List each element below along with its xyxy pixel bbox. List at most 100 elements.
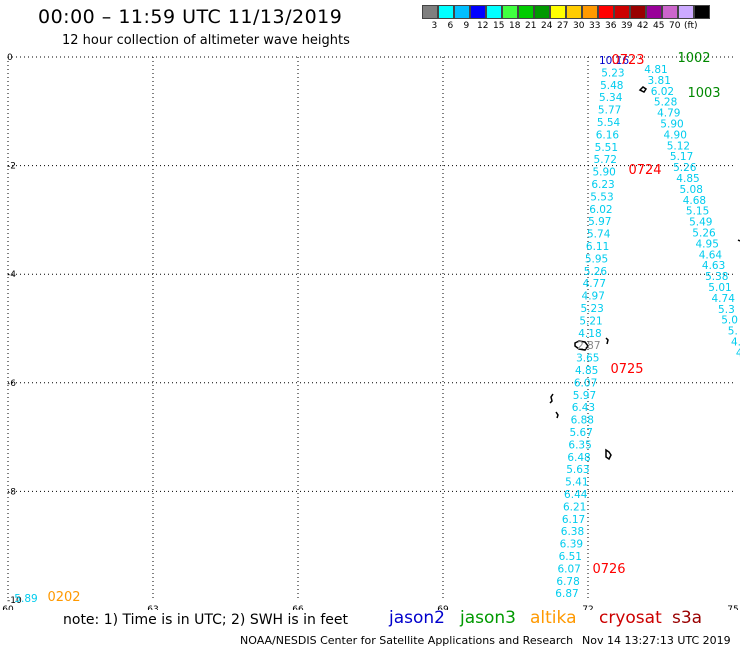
wave-height-value: 5.26	[673, 162, 697, 174]
legend-jason3: jason3	[460, 608, 516, 628]
chart-title: 00:00 – 11:59 UTC 11/13/2019	[38, 6, 343, 28]
x-tick-label: 75	[727, 605, 738, 610]
wave-height-value: 5.97	[588, 216, 611, 228]
color-swatch	[454, 5, 470, 19]
color-scale-label: 27	[557, 21, 569, 31]
x-tick-label: 60	[2, 605, 14, 610]
wave-height-value: 6.11	[586, 241, 609, 253]
color-scale-label: 70	[669, 21, 681, 31]
wave-height-value: 4.95	[696, 238, 719, 250]
wave-height-value: 5.72	[594, 154, 617, 166]
wave-height-value: 6.02	[589, 204, 612, 216]
wave-height-value: 6.16	[596, 129, 620, 141]
track-time-label: 0726	[592, 562, 625, 577]
island-outline	[605, 448, 612, 461]
color-scale-label: 45	[653, 21, 665, 31]
color-scale-label: 33	[589, 21, 601, 31]
color-scale-label: 39	[621, 21, 633, 31]
wave-height-value: 5.21	[579, 315, 602, 327]
wave-height-value: 6.07	[557, 563, 580, 575]
wave-height-value: 6.48	[567, 452, 590, 464]
color-swatch	[582, 5, 598, 19]
wave-height-value: 6.88	[571, 415, 594, 427]
color-scale-label: 18	[509, 21, 521, 31]
wave-height-value: 5.67	[570, 427, 593, 439]
wave-height-value: 5.01	[708, 282, 731, 294]
wave-height-value: 6.17	[562, 514, 585, 526]
wave-height-value: 5.12	[667, 140, 690, 152]
color-scale-bar	[422, 5, 710, 19]
wave-height-value: 6.07	[574, 377, 597, 389]
credit-line: NOAA/NESDIS Center for Satellite Applica…	[240, 634, 574, 647]
color-swatch	[438, 5, 454, 19]
y-tick-label: -8	[7, 487, 16, 497]
wave-height-value: 4.79	[657, 108, 680, 120]
wave-height-value: 6.23	[591, 179, 614, 191]
track-time-label: 1002	[677, 51, 710, 66]
track-time-label: 0725	[610, 362, 643, 377]
wave-height-value: 5.41	[565, 477, 588, 489]
wave-height-value: 5.	[728, 326, 738, 338]
color-swatch	[422, 5, 438, 19]
color-scale-label: 6	[447, 21, 454, 31]
color-swatch	[678, 5, 694, 19]
color-scale-label: 24	[541, 21, 553, 31]
wave-height-value: 5.54	[597, 117, 621, 129]
island-outline	[555, 411, 559, 419]
legend-jason2: jason2	[389, 608, 445, 628]
track-time-label: 0202	[47, 590, 80, 605]
wave-height-value: 4.85	[676, 173, 699, 185]
x-tick-label: 72	[582, 605, 593, 610]
y-tick-label: -10	[7, 596, 22, 606]
color-scale-label: 30	[573, 21, 585, 31]
color-swatch	[486, 5, 502, 19]
wave-height-value: 5.90	[660, 119, 683, 131]
wave-height-value: 5.23	[580, 303, 603, 315]
wave-height-value: 6.38	[561, 526, 584, 538]
color-swatch	[550, 5, 566, 19]
map-grid	[7, 56, 733, 600]
wave-height-value: 5.08	[680, 184, 703, 196]
wave-height-value: 5.3	[718, 304, 735, 316]
wave-height-value: 5.95	[585, 253, 608, 265]
color-swatch	[614, 5, 630, 19]
color-scale-label: 12	[477, 21, 489, 31]
color-swatch	[518, 5, 534, 19]
color-swatch	[534, 5, 550, 19]
legend-s3a: s3a	[672, 608, 703, 628]
y-tick-label: -4	[7, 270, 16, 280]
color-swatch	[694, 5, 710, 19]
color-scale-label: 9	[463, 21, 470, 31]
wave-height-value: 5.34	[599, 92, 623, 104]
color-swatch	[630, 5, 646, 19]
wave-height-value: 10.16	[599, 55, 629, 67]
wave-height-value: 5.26	[692, 228, 716, 240]
island-outline	[638, 86, 648, 93]
wave-height-value: 5.89	[14, 593, 37, 605]
wave-height-value: 4.97	[582, 291, 605, 303]
wave-height-value: 6.35	[568, 439, 591, 451]
track-time-label: 1003	[687, 86, 720, 101]
wave-height-value: 5.28	[654, 97, 677, 109]
legend-altika: altika	[530, 608, 577, 628]
wave-height-value: 6.02	[651, 86, 674, 98]
generation-timestamp: Nov 14 13:27:13 UTC 2019	[582, 634, 731, 647]
x-tick-label: 69	[437, 605, 449, 610]
color-scale-label: 42	[637, 21, 649, 31]
color-swatch	[662, 5, 678, 19]
color-swatch	[470, 5, 486, 19]
wave-height-value: 5.63	[566, 464, 589, 476]
wave-height-map: 60 63 66 69 72 750-2-4-6-8-10 10.165.235.485.…	[2, 51, 740, 610]
track-2-values: 4.813.816.025.284.795.904.905.125.175.26…	[14, 64, 740, 605]
wave-height-value: 5.51	[595, 142, 618, 154]
axis-tick-labels: 60 63 66 69 72 75 0 -2 -4 -6 -8 -10	[2, 53, 738, 610]
island-outlines	[549, 86, 740, 461]
color-scale-label: 36	[605, 21, 617, 31]
x-tick-label: 63	[147, 605, 158, 610]
footer-note: note: 1) Time is in UTC; 2) SWH is in fe…	[63, 612, 349, 628]
y-tick-label: -6	[7, 379, 16, 389]
wave-height-value: 6.51	[559, 551, 582, 563]
wave-height-value: 5.48	[600, 80, 623, 92]
wave-height-value: 4.64	[699, 249, 723, 261]
wave-height-value: 4.68	[683, 195, 706, 207]
